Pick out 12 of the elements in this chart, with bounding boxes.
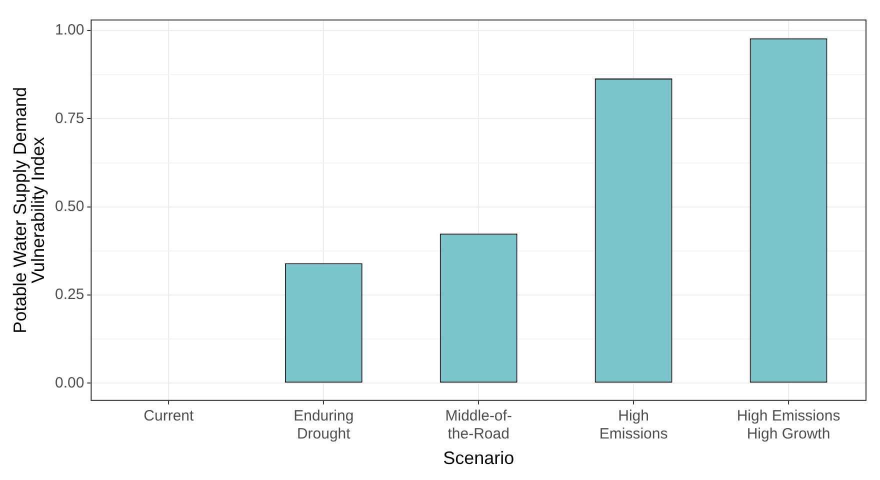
x-axis-title: Scenario [443, 448, 514, 468]
y-tick-label: 0.25 [54, 286, 84, 304]
y-tick-label: 0.50 [54, 198, 84, 215]
x-tick-label: High Emissions High Growth [736, 408, 840, 443]
y-tick-label: 0.00 [54, 374, 84, 392]
x-tick-label: High Emissions [599, 408, 668, 443]
y-tick-label: 0.75 [54, 110, 84, 127]
y-axis-title: Potable Water Supply Demand Vulnerability Index [10, 86, 48, 334]
x-tick-label: Middle-of- the-Road [445, 408, 512, 443]
x-tick-label: Enduring Drought [294, 408, 354, 443]
x-tick-label: Current [144, 408, 195, 425]
y-tick-label: 1.00 [54, 22, 84, 39]
